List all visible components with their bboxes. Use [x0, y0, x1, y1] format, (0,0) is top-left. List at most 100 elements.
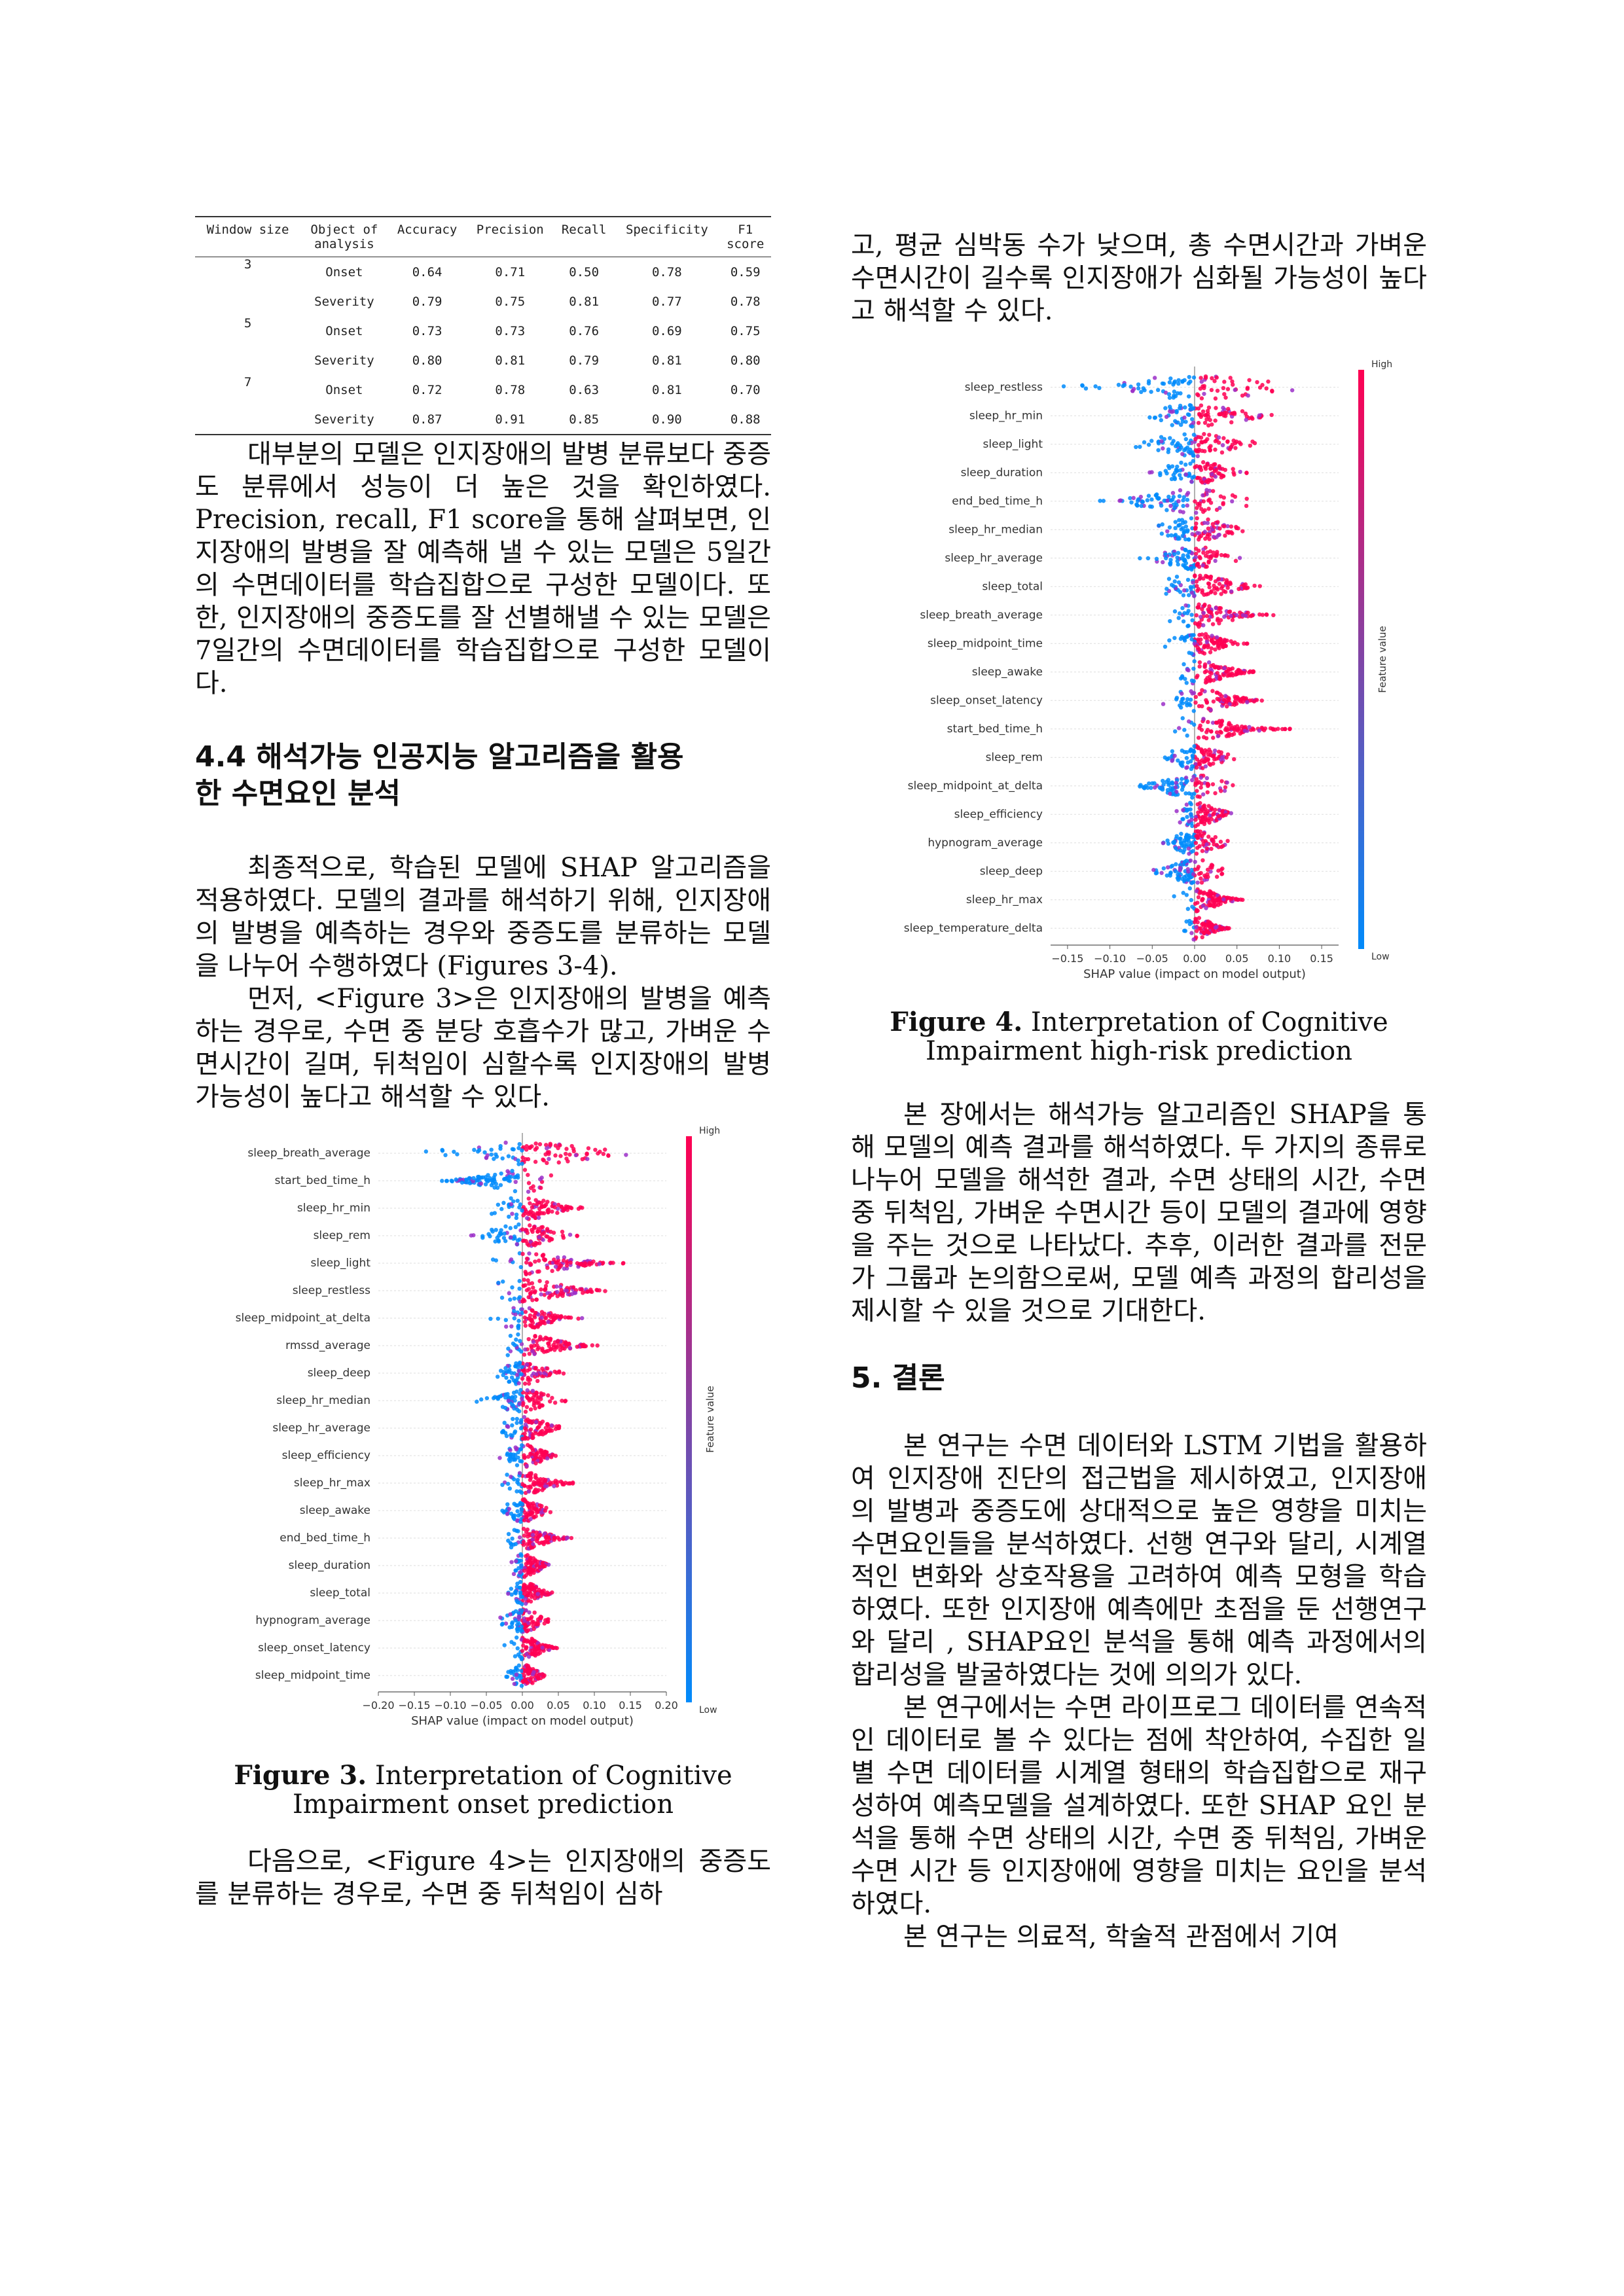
shap-point: [505, 1169, 510, 1174]
shap-point: [524, 1554, 528, 1558]
table-row: 7 Onset 0.72 0.78 0.63 0.81 0.70: [195, 375, 771, 404]
shap-point: [1200, 935, 1204, 940]
shap-point: [1199, 396, 1204, 401]
shap-point: [1193, 574, 1197, 579]
shap-point: [1061, 384, 1066, 389]
shap-point: [480, 1234, 485, 1238]
shap-point: [1179, 705, 1183, 710]
feature-label: start_bed_time_h: [275, 1174, 370, 1187]
paragraph-conclusion-3: 본 연구는 의료적, 학술적 관점에서 기여: [903, 1922, 1339, 1952]
shap-point: [1208, 466, 1213, 471]
shap-point: [1196, 420, 1201, 425]
table-cell: 0.63: [569, 382, 600, 397]
shap-point: [511, 1147, 516, 1152]
shap-point: [1219, 789, 1223, 793]
shap-point: [539, 1315, 544, 1320]
shap-point: [561, 1258, 566, 1263]
shap-point: [1269, 412, 1274, 418]
shap-point: [532, 1315, 537, 1319]
table-cell: 0.71: [495, 264, 526, 279]
shap-point: [505, 1424, 510, 1429]
shap-point: [1225, 780, 1229, 785]
shap-point: [1174, 789, 1179, 795]
shap-point: [1159, 870, 1164, 875]
shap-point: [1198, 573, 1202, 578]
shap-point: [1189, 802, 1193, 807]
feature-label: sleep_total: [310, 1587, 370, 1600]
shap-point: [512, 1308, 516, 1314]
shap-point: [537, 1235, 542, 1240]
shap-point: [1198, 386, 1203, 391]
shap-point: [1218, 494, 1223, 499]
shap-point: [518, 1388, 523, 1393]
shap-point: [1182, 928, 1187, 933]
shap-point: [1197, 442, 1201, 448]
shap-point: [1219, 813, 1224, 817]
shap-point: [1174, 780, 1178, 785]
shap-point: [1161, 782, 1166, 787]
shap-point: [1218, 618, 1223, 622]
shap-point: [519, 1443, 524, 1448]
shap-point: [521, 1526, 526, 1532]
shap-point: [1195, 516, 1199, 521]
feature-label: end_bed_time_h: [280, 1532, 370, 1545]
feature-label: sleep_hr_max: [294, 1477, 370, 1490]
shap-point: [517, 1141, 522, 1147]
feature-label: sleep_breath_average: [920, 609, 1043, 622]
shap-point: [511, 1571, 516, 1577]
shap-point: [1195, 392, 1200, 397]
shap-point: [510, 1395, 515, 1399]
shap-point: [576, 1316, 581, 1321]
shap-point: [528, 1677, 533, 1682]
shap-point: [509, 1587, 514, 1591]
shap-point: [1136, 386, 1141, 391]
shap-point: [1199, 467, 1204, 473]
shap-point: [1151, 867, 1156, 872]
shap-point: [1220, 467, 1225, 471]
shap-point: [522, 1638, 527, 1643]
shap-point: [516, 1145, 521, 1151]
shap-point: [507, 1486, 513, 1491]
shap-point: [540, 1645, 545, 1650]
x-tick-label: 0.00: [1183, 952, 1206, 965]
shap-point: [1257, 612, 1262, 617]
shap-point: [1146, 442, 1151, 447]
shap-point: [1190, 905, 1195, 909]
shap-point: [505, 1502, 510, 1507]
shap-point: [539, 1392, 544, 1397]
shap-point: [1194, 889, 1199, 893]
colorbar-high-label: High: [1371, 359, 1392, 370]
shap-point: [532, 1503, 537, 1508]
shap-point: [1180, 635, 1184, 639]
shap-point: [545, 1456, 550, 1461]
x-tick-label: −0.05: [1136, 952, 1168, 965]
shap-point: [452, 1149, 456, 1154]
feature-label: sleep_temperature_delta: [904, 922, 1043, 935]
shap-point: [1202, 644, 1207, 649]
shap-point: [1208, 900, 1212, 905]
shap-point: [508, 1333, 513, 1338]
shap-point: [1240, 409, 1245, 414]
shap-point: [1178, 840, 1183, 844]
shap-point: [497, 1456, 502, 1460]
shap-point: [522, 1168, 528, 1172]
shap-point: [541, 1253, 545, 1258]
shap-point: [507, 1507, 512, 1511]
shap-point: [498, 1146, 503, 1151]
shap-point: [526, 1157, 531, 1162]
shap-point: [535, 1229, 540, 1234]
shap-point: [1149, 497, 1154, 502]
shap-point: [548, 1347, 553, 1352]
paragraph-conclusion-1: 본 연구는 수면 데이터와 LSTM 기법을 활용하여 인지장애 진단의 접근법…: [851, 1431, 1427, 1690]
right-column: 고, 평균 심박동 수가 낮으며, 총 수면시간과 가벼운 수면시간이 길수록 …: [851, 229, 1427, 1953]
shap-point: [1171, 409, 1176, 414]
shap-point: [1164, 414, 1169, 420]
shap-point: [524, 1394, 530, 1399]
shap-point: [506, 1346, 511, 1351]
shap-point: [1180, 526, 1185, 531]
shap-point: [1164, 873, 1170, 878]
shap-point: [1211, 678, 1216, 683]
shap-point: [1201, 717, 1206, 721]
shap-point: [1195, 501, 1200, 507]
shap-point: [1183, 420, 1188, 424]
